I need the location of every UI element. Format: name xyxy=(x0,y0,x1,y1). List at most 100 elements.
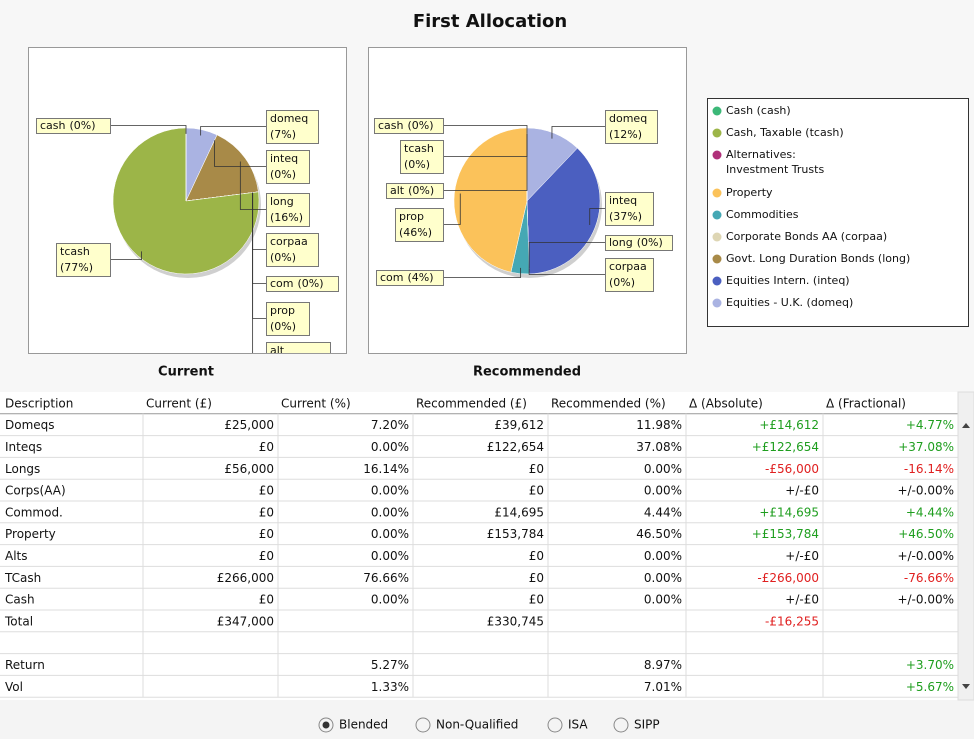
column-header: Δ (Absolute) xyxy=(689,396,763,410)
pie-label-value: (0%) xyxy=(404,158,430,171)
pie-label-name: domeq xyxy=(609,112,647,125)
radio-button[interactable] xyxy=(613,717,629,733)
pie-label-box xyxy=(266,150,310,184)
pie-label-box xyxy=(266,110,319,144)
column-header: Description xyxy=(5,396,73,410)
pie-chart: domeq (12%) inteq (37%) long (0%) corpaa (0%) co… xyxy=(374,110,673,292)
legend-dot xyxy=(712,128,722,138)
table-cell: £330,745 xyxy=(487,614,544,628)
legend-dot xyxy=(712,188,722,198)
pie-label-box xyxy=(400,140,444,174)
table-cell: 0.00% xyxy=(644,593,682,607)
column-header: Δ (Fractional) xyxy=(826,396,906,410)
pie-label-value: (0%) xyxy=(408,184,434,197)
table: Description Current (£) Current (%) Recomme… xyxy=(0,392,958,698)
column-header: Current (%) xyxy=(281,396,351,410)
pie-chart: domeq (7%) inteq (0%) long (16%) corpaa (0%) com… xyxy=(36,110,339,353)
legend-label: Property xyxy=(726,186,773,199)
legend: Cash (cash) Cash, Taxable (tcash) Alternat… xyxy=(712,104,910,309)
pie-label-box xyxy=(374,118,444,134)
table-cell: +£122,654 xyxy=(752,440,819,454)
radio-label[interactable]: Non-Qualified xyxy=(436,718,518,732)
pie-label-name: domeq xyxy=(270,112,308,125)
pie-label-value: (0%) xyxy=(270,320,296,333)
radio-label[interactable]: SIPP xyxy=(634,718,660,732)
legend-label: Commodities xyxy=(726,208,799,221)
table-cell: 0.00% xyxy=(644,462,682,476)
leader-line xyxy=(443,193,461,225)
pie-label-value: (16%) xyxy=(270,211,303,224)
pie-label-box xyxy=(266,276,339,292)
leader-line xyxy=(551,126,605,139)
legend-label: Govt. Long Duration Bonds (long) xyxy=(726,252,910,265)
leader-line xyxy=(528,268,605,275)
table-cell: £0 xyxy=(529,462,544,476)
table-cell: Vol xyxy=(5,680,23,694)
table-cell: 0.00% xyxy=(644,484,682,498)
pie-label-name: tcash xyxy=(404,142,434,155)
table-cell: 0.00% xyxy=(371,505,409,519)
legend-dot xyxy=(712,276,722,286)
column-header: Current (£) xyxy=(146,396,212,410)
table-cell: +£14,695 xyxy=(759,505,819,519)
table-cell: £153,784 xyxy=(487,527,544,541)
legend-dot xyxy=(712,150,722,160)
pie-label-name: corpaa xyxy=(270,235,308,248)
pie-label-name: alt xyxy=(390,184,405,197)
pie-title: Recommended xyxy=(473,365,581,380)
table-cell: Inteqs xyxy=(5,440,42,454)
pie-label-value: (7%) xyxy=(270,128,296,141)
leader-line xyxy=(214,140,266,167)
radio-label[interactable]: ISA xyxy=(568,718,588,732)
table-cell: 8.97% xyxy=(644,658,682,672)
table-cell: +/-£0 xyxy=(785,593,819,607)
pie-label-box xyxy=(376,270,444,286)
table-cell: £0 xyxy=(259,593,274,607)
radio-button[interactable] xyxy=(415,717,431,733)
pie-label-name: prop xyxy=(399,210,424,223)
table-cell: £0 xyxy=(259,440,274,454)
table-cell: Corps(AA) xyxy=(5,484,66,498)
radio-button[interactable] xyxy=(547,717,563,733)
table-cell: Total xyxy=(4,614,33,628)
leader-line xyxy=(110,125,187,134)
pie-label-value: (4%) xyxy=(408,271,434,284)
table-cell: £39,612 xyxy=(494,418,544,432)
table-cell: £14,695 xyxy=(494,505,544,519)
pie-label-value: (0%) xyxy=(637,236,663,249)
table-cell: +46.50% xyxy=(898,527,954,541)
pie-label-name: cash xyxy=(378,119,404,132)
table-cell: 11.98% xyxy=(636,418,682,432)
table-cell: 76.66% xyxy=(363,571,409,585)
pie-label-value: (0%) xyxy=(270,251,296,264)
legend-box xyxy=(707,98,969,327)
table-cell: 0.00% xyxy=(371,549,409,563)
pie-label-box xyxy=(266,193,310,227)
pie-label-value: (0%) xyxy=(70,119,96,132)
table-cell: 37.08% xyxy=(636,440,682,454)
pie-label-value: (0%) xyxy=(298,277,324,290)
scroll-up[interactable] xyxy=(962,423,970,428)
pie-label-box xyxy=(386,183,444,199)
table-cell: +4.44% xyxy=(906,505,954,519)
leader-line xyxy=(252,192,254,353)
legend-dot xyxy=(712,254,722,264)
table-cell: -76.66% xyxy=(904,571,954,585)
pie-label-value: (37%) xyxy=(609,210,642,223)
pie-slice xyxy=(453,127,528,273)
scroll-down[interactable] xyxy=(962,684,970,689)
table-cell: +/-0.00% xyxy=(897,484,954,498)
radio-label[interactable]: Blended xyxy=(339,718,388,732)
scrollbar[interactable] xyxy=(957,391,974,701)
pie-label-name: com xyxy=(380,271,404,284)
table-cell: £0 xyxy=(259,505,274,519)
table-cell: +37.08% xyxy=(898,440,954,454)
table-cell: £0 xyxy=(259,549,274,563)
column-header: Recommended (£) xyxy=(416,396,527,410)
leader-line xyxy=(110,251,142,260)
leader-line xyxy=(589,208,605,225)
column-header: Recommended (%) xyxy=(551,396,666,410)
pie-label-name: prop xyxy=(270,304,295,317)
table-cell: £0 xyxy=(259,527,274,541)
